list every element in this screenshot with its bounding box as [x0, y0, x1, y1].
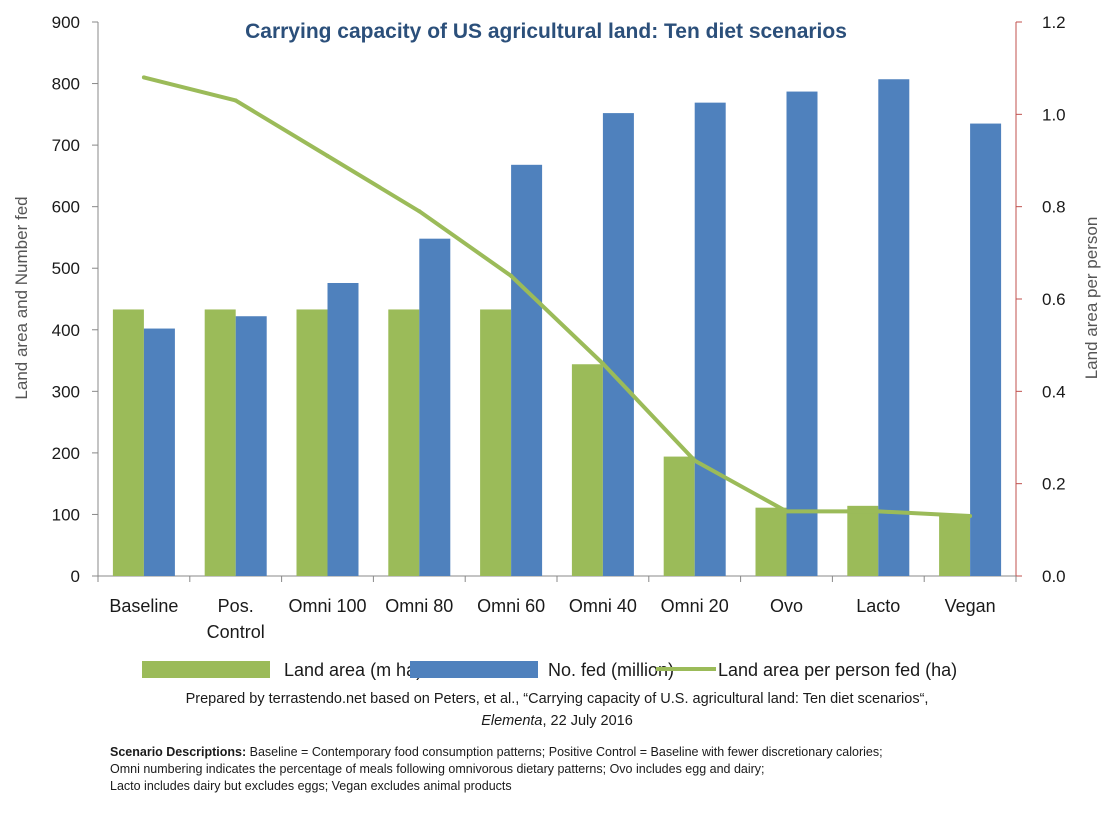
bar-land-area	[296, 309, 328, 576]
line-point	[417, 209, 422, 214]
y-tick-label: 300	[52, 382, 80, 401]
notes-line-1: Scenario Descriptions: Baseline = Contem…	[110, 744, 1100, 761]
y-tick-label: 700	[52, 136, 80, 155]
bar-no-fed	[511, 164, 543, 576]
y-tick-label: 100	[52, 505, 80, 524]
y2-tick-label: 1.2	[1042, 13, 1066, 32]
y2-tick-label: 0.6	[1042, 290, 1066, 309]
bar-land-area	[480, 309, 512, 576]
y-tick-label: 500	[52, 259, 80, 278]
bar-land-area	[112, 309, 144, 576]
bar-land-area	[755, 507, 787, 576]
x-tick-label: Omni 80	[385, 596, 453, 616]
bar-no-fed	[878, 79, 910, 576]
y2-tick-label: 0.8	[1042, 198, 1066, 217]
bar-land-area	[663, 456, 695, 576]
legend-swatch-no-fed	[410, 661, 538, 678]
line-point	[325, 153, 330, 158]
bar-no-fed	[694, 102, 726, 576]
plot-area: 0 100 200 300 400 500 600 700 800 900 0.0 0.2 0.4 0.6…	[52, 13, 1066, 642]
source-credit: Prepared by terrastendo.net based on Pet…	[0, 688, 1114, 732]
y2-axis-title: Land area per person	[1082, 217, 1101, 380]
x-tick-label: Control	[207, 622, 265, 642]
y-tick-label: 400	[52, 321, 80, 340]
legend-label-no-fed: No. fed (million)	[548, 660, 674, 680]
credit-journal: Elementa	[481, 713, 543, 729]
bar-land-area	[939, 514, 971, 576]
bar-no-fed	[327, 282, 359, 576]
x-tick-label: Lacto	[856, 596, 900, 616]
credit-date: , 22 July 2016	[542, 713, 633, 729]
y-tick-label: 600	[52, 198, 80, 217]
bar-no-fed	[419, 238, 451, 577]
x-tick-label: Omni 100	[288, 596, 366, 616]
credit-line-2: Elementa, 22 July 2016	[0, 710, 1114, 732]
x-tick-label: Pos.	[218, 596, 254, 616]
y2-tick-label: 0.4	[1042, 382, 1066, 401]
legend-label-line: Land area per person fed (ha)	[718, 660, 957, 680]
bar-no-fed	[786, 91, 818, 577]
line-point	[692, 458, 697, 463]
notes-line-3: Lacto includes dairy but excludes eggs; …	[110, 779, 512, 793]
legend: Land area (m ha) No. fed (million) Land …	[142, 660, 957, 680]
x-tick-label: Omni 20	[661, 596, 729, 616]
chart-title: Carrying capacity of US agricultural lan…	[245, 20, 847, 43]
y2-tick-label: 1.0	[1042, 105, 1066, 124]
bar-land-area	[571, 364, 603, 576]
bar-land-area	[204, 309, 236, 576]
bar-land-area	[847, 505, 879, 576]
line-point	[876, 509, 881, 514]
line-point	[141, 75, 146, 80]
legend-swatch-land-area	[142, 661, 270, 678]
chart: Carrying capacity of US agricultural lan…	[12, 13, 1101, 680]
y2-tick-label: 0.2	[1042, 475, 1066, 494]
notes-line-2: Omni numbering indicates the percentage …	[110, 762, 765, 776]
credit-line-1: Prepared by terrastendo.net based on Pet…	[185, 691, 929, 707]
x-tick-label: Omni 40	[569, 596, 637, 616]
line-point	[968, 513, 973, 518]
line-point	[509, 273, 514, 278]
y-tick-label: 900	[52, 13, 80, 32]
y-tick-label: 800	[52, 75, 80, 94]
bar-no-fed	[143, 328, 175, 576]
bar-no-fed	[970, 123, 1002, 577]
y-axis-title: Land area and Number fed	[12, 196, 31, 399]
y-tick-label: 200	[52, 444, 80, 463]
line-point	[784, 509, 789, 514]
notes-label: Scenario Descriptions:	[110, 745, 247, 759]
x-tick-label: Baseline	[109, 596, 178, 616]
x-tick-label: Ovo	[770, 596, 803, 616]
bar-land-area	[388, 309, 420, 576]
y-tick-label: 0	[71, 567, 80, 586]
y2-tick-label: 0.0	[1042, 567, 1066, 586]
x-tick-label: Omni 60	[477, 596, 545, 616]
line-point	[600, 361, 605, 366]
line-land-per-person	[143, 75, 971, 518]
bar-no-fed	[602, 113, 634, 576]
x-tick-label: Vegan	[945, 596, 996, 616]
legend-label-land-area: Land area (m ha)	[284, 660, 422, 680]
bar-no-fed	[235, 316, 267, 576]
notes-text-1: Baseline = Contemporary food consumption…	[246, 745, 883, 759]
scenario-descriptions: Scenario Descriptions: Baseline = Contem…	[110, 744, 1100, 795]
line-point	[233, 98, 238, 103]
